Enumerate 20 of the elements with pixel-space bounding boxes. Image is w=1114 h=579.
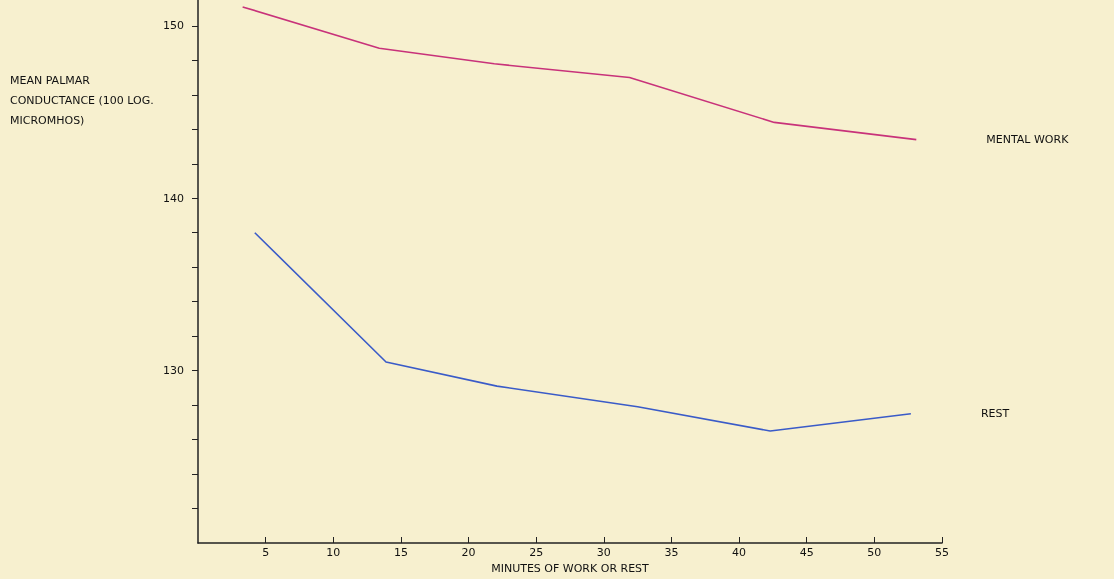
x-tick-label: 5 <box>262 546 270 559</box>
y-tick-label: 130 <box>163 364 184 378</box>
x-tick-label: 20 <box>461 546 476 559</box>
x-tick-label: 55 <box>935 546 949 559</box>
x-tick-label: 15 <box>393 546 408 559</box>
x-tick-label: 10 <box>326 546 341 559</box>
x-axis-title: MINUTES OF WORK OR REST <box>491 562 650 575</box>
line-series <box>254 231 912 432</box>
text: MENTAL WORK <box>986 133 1070 147</box>
line-series <box>241 6 918 141</box>
y-axis-title: MEAN PALMAR CONDUCTANCE (100 LOG. MICROMHOS) <box>10 73 158 127</box>
x-tick-label: 45 <box>799 546 814 559</box>
x-tick-label: 25 <box>529 546 544 559</box>
text: REST <box>980 407 1010 421</box>
x-tick-label: 50 <box>867 546 882 559</box>
y-tick-label: 150 <box>163 19 184 33</box>
x-tick-label: 40 <box>732 546 747 559</box>
x-tick-label: 35 <box>664 546 679 559</box>
y-tick-label: 140 <box>163 191 184 205</box>
x-tick-label: 30 <box>596 546 611 559</box>
